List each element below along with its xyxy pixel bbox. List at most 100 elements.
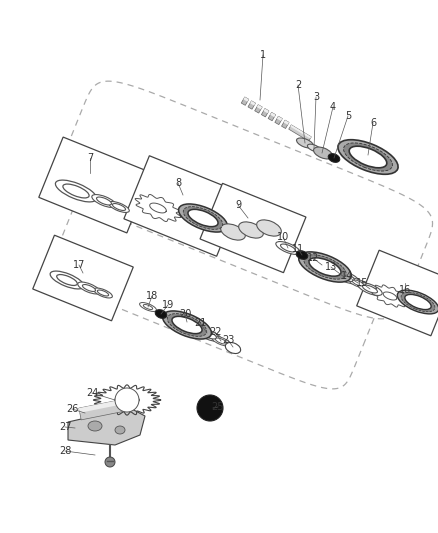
Text: 18: 18 — [146, 291, 158, 301]
Ellipse shape — [338, 272, 354, 281]
Ellipse shape — [401, 292, 435, 312]
Polygon shape — [248, 101, 255, 109]
Ellipse shape — [162, 311, 212, 339]
Ellipse shape — [353, 280, 364, 286]
Text: 10: 10 — [277, 232, 289, 242]
Ellipse shape — [115, 426, 125, 434]
Ellipse shape — [105, 457, 115, 467]
Ellipse shape — [201, 331, 216, 339]
Polygon shape — [264, 109, 269, 114]
Ellipse shape — [299, 252, 351, 282]
Polygon shape — [268, 112, 276, 121]
Polygon shape — [124, 156, 242, 256]
Ellipse shape — [280, 244, 296, 252]
Text: 22: 22 — [209, 327, 221, 337]
Text: 23: 23 — [222, 335, 234, 345]
Ellipse shape — [109, 201, 129, 213]
Text: 12: 12 — [307, 253, 319, 263]
Ellipse shape — [97, 290, 109, 296]
Polygon shape — [257, 104, 262, 109]
Polygon shape — [79, 399, 126, 420]
Ellipse shape — [212, 336, 230, 346]
Polygon shape — [33, 235, 133, 321]
Ellipse shape — [167, 313, 207, 336]
Ellipse shape — [183, 207, 223, 229]
Ellipse shape — [143, 304, 153, 310]
Polygon shape — [200, 183, 306, 273]
Text: 14: 14 — [341, 271, 353, 281]
Ellipse shape — [309, 258, 341, 276]
Polygon shape — [284, 120, 289, 125]
Text: 13: 13 — [325, 262, 337, 272]
Ellipse shape — [338, 140, 398, 174]
Ellipse shape — [349, 146, 387, 168]
Ellipse shape — [88, 421, 102, 431]
Ellipse shape — [221, 224, 245, 240]
Ellipse shape — [215, 338, 226, 344]
Polygon shape — [357, 250, 438, 336]
Ellipse shape — [55, 180, 97, 202]
Ellipse shape — [197, 328, 221, 342]
Text: 11: 11 — [292, 244, 304, 254]
Ellipse shape — [343, 143, 392, 171]
Ellipse shape — [333, 270, 359, 284]
Ellipse shape — [82, 285, 95, 292]
Polygon shape — [250, 101, 255, 106]
Text: 9: 9 — [235, 200, 241, 210]
Ellipse shape — [92, 195, 116, 207]
Text: 2: 2 — [295, 80, 301, 90]
Text: 28: 28 — [59, 446, 71, 456]
Polygon shape — [290, 125, 311, 139]
Text: 15: 15 — [356, 278, 368, 288]
Polygon shape — [289, 125, 311, 141]
Text: 3: 3 — [313, 92, 319, 102]
Ellipse shape — [155, 310, 167, 318]
Polygon shape — [270, 112, 276, 117]
Text: 21: 21 — [194, 318, 206, 328]
Text: 8: 8 — [175, 178, 181, 188]
Polygon shape — [261, 109, 269, 117]
Ellipse shape — [96, 197, 112, 205]
Ellipse shape — [57, 274, 77, 286]
Ellipse shape — [115, 388, 139, 412]
Ellipse shape — [239, 222, 263, 238]
Text: 20: 20 — [179, 309, 191, 319]
Polygon shape — [254, 104, 262, 113]
Polygon shape — [79, 399, 125, 413]
Ellipse shape — [328, 154, 340, 163]
Text: 6: 6 — [370, 118, 376, 128]
Polygon shape — [68, 408, 145, 445]
Ellipse shape — [78, 282, 100, 294]
Polygon shape — [282, 120, 289, 128]
Ellipse shape — [188, 209, 218, 227]
Text: 4: 4 — [330, 102, 336, 112]
Ellipse shape — [363, 285, 378, 293]
Ellipse shape — [63, 184, 89, 198]
Ellipse shape — [257, 220, 281, 236]
Ellipse shape — [197, 395, 223, 421]
Text: 5: 5 — [345, 111, 351, 121]
Ellipse shape — [140, 303, 156, 311]
Text: 17: 17 — [73, 260, 85, 270]
Ellipse shape — [304, 255, 346, 279]
Text: 1: 1 — [260, 50, 266, 60]
Ellipse shape — [172, 317, 202, 334]
Ellipse shape — [113, 204, 126, 211]
Ellipse shape — [397, 290, 438, 314]
Polygon shape — [244, 97, 249, 102]
Ellipse shape — [358, 282, 382, 295]
Text: 7: 7 — [87, 153, 93, 163]
Polygon shape — [39, 137, 151, 233]
Ellipse shape — [296, 251, 308, 260]
Polygon shape — [275, 116, 283, 125]
Ellipse shape — [297, 138, 314, 148]
Text: 27: 27 — [59, 422, 71, 432]
Polygon shape — [277, 116, 283, 121]
Text: 25: 25 — [212, 402, 224, 412]
Text: 26: 26 — [66, 404, 78, 414]
Ellipse shape — [349, 278, 367, 288]
Polygon shape — [241, 97, 249, 106]
Ellipse shape — [276, 241, 300, 254]
Ellipse shape — [179, 204, 227, 232]
Ellipse shape — [405, 294, 431, 310]
